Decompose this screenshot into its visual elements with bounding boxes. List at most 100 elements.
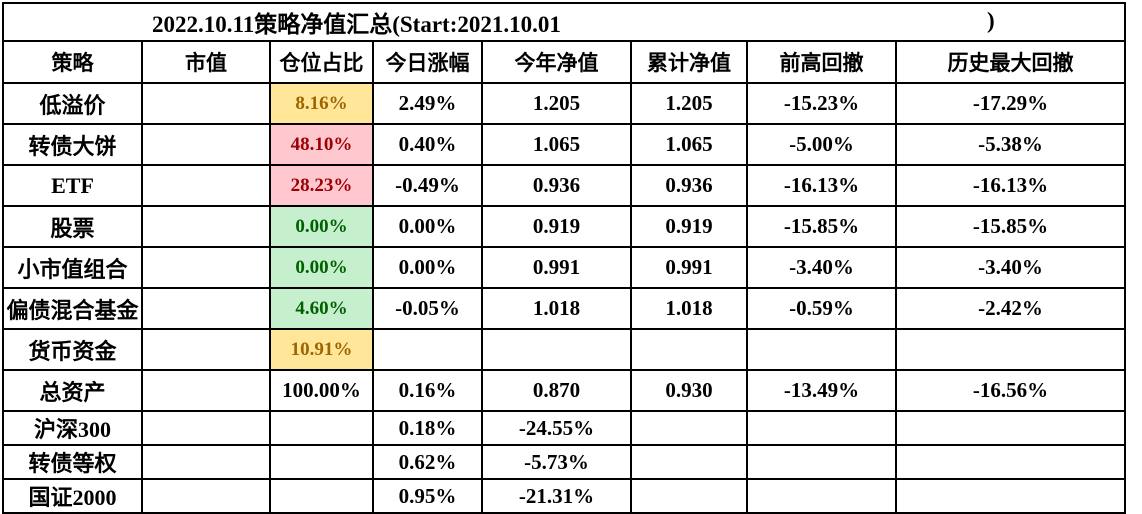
cell-max-drawdown[interactable] — [895, 410, 1126, 446]
cell-strategy[interactable]: 转债等权 — [2, 444, 143, 480]
cell-strategy[interactable]: 小市值组合 — [2, 246, 143, 289]
cell-today-change[interactable]: 0.18% — [372, 410, 483, 446]
cell-position-ratio[interactable]: 28.23% — [269, 164, 374, 207]
cell-max-drawdown[interactable]: -2.42% — [895, 287, 1126, 330]
cell-position-ratio[interactable]: 8.16% — [269, 82, 374, 125]
cell-cumulative-nav[interactable]: 1.065 — [630, 123, 748, 166]
cell-cumulative-nav[interactable]: 0.930 — [630, 369, 748, 412]
cell-drawdown-from-high[interactable]: -13.49% — [746, 369, 897, 412]
cell-max-drawdown[interactable]: -15.85% — [895, 205, 1126, 248]
cell-today-change[interactable]: -0.49% — [372, 164, 483, 207]
cell-strategy[interactable]: 沪深300 — [2, 410, 143, 446]
cell-cumulative-nav[interactable]: 1.018 — [630, 287, 748, 330]
cell-market-value[interactable] — [141, 369, 271, 412]
cell-max-drawdown[interactable]: -3.40% — [895, 246, 1126, 289]
cell-market-value[interactable] — [141, 410, 271, 446]
cell-drawdown-from-high[interactable]: -16.13% — [746, 164, 897, 207]
cell-ytd-nav[interactable]: -24.55% — [481, 410, 632, 446]
col-header-position-ratio[interactable]: 仓位占比 — [269, 40, 374, 84]
cell-position-ratio[interactable]: 10.91% — [269, 328, 374, 371]
col-header-drawdown-from-high[interactable]: 前高回撤 — [746, 40, 897, 84]
cell-ytd-nav[interactable]: -5.73% — [481, 444, 632, 480]
cell-ytd-nav[interactable]: 1.018 — [481, 287, 632, 330]
cell-cumulative-nav[interactable]: 1.205 — [630, 82, 748, 125]
cell-today-change[interactable]: 0.62% — [372, 444, 483, 480]
col-header-max-drawdown[interactable]: 历史最大回撤 — [895, 40, 1126, 84]
cell-max-drawdown[interactable] — [895, 328, 1126, 371]
table-title: 2022.10.11策略净值汇总(Start:2021.10.01 — [152, 12, 561, 37]
cell-today-change[interactable]: 0.95% — [372, 478, 483, 514]
cell-ytd-nav[interactable]: -21.31% — [481, 478, 632, 514]
cell-strategy[interactable]: 货币资金 — [2, 328, 143, 371]
cell-market-value[interactable] — [141, 287, 271, 330]
cell-ytd-nav[interactable]: 1.205 — [481, 82, 632, 125]
cell-position-ratio[interactable]: 48.10% — [269, 123, 374, 166]
cell-market-value[interactable] — [141, 478, 271, 514]
col-header-today-change[interactable]: 今日涨幅 — [372, 40, 483, 84]
cell-cumulative-nav[interactable]: 0.936 — [630, 164, 748, 207]
cell-market-value[interactable] — [141, 82, 271, 125]
cell-max-drawdown[interactable]: -17.29% — [895, 82, 1126, 125]
cell-position-ratio[interactable] — [269, 444, 374, 480]
cell-ytd-nav[interactable]: 1.065 — [481, 123, 632, 166]
cell-strategy[interactable]: 股票 — [2, 205, 143, 248]
cell-strategy[interactable]: 国证2000 — [2, 478, 143, 514]
cell-position-ratio[interactable]: 0.00% — [269, 246, 374, 289]
cell-position-ratio[interactable]: 100.00% — [269, 369, 374, 412]
cell-strategy[interactable]: ETF — [2, 164, 143, 207]
cell-strategy[interactable]: 偏债混合基金 — [2, 287, 143, 330]
cell-market-value[interactable] — [141, 328, 271, 371]
cell-market-value[interactable] — [141, 444, 271, 480]
cell-position-ratio[interactable] — [269, 478, 374, 514]
cell-ytd-nav[interactable]: 0.870 — [481, 369, 632, 412]
col-header-market-value[interactable]: 市值 — [141, 40, 271, 84]
cell-drawdown-from-high[interactable]: -15.23% — [746, 82, 897, 125]
table-title-cell[interactable]: 2022.10.11策略净值汇总(Start:2021.10.01 ) — [2, 2, 1126, 42]
cell-ytd-nav[interactable]: 0.936 — [481, 164, 632, 207]
cell-strategy[interactable]: 总资产 — [2, 369, 143, 412]
cell-max-drawdown[interactable]: -16.56% — [895, 369, 1126, 412]
cell-today-change[interactable]: -0.05% — [372, 287, 483, 330]
cell-market-value[interactable] — [141, 123, 271, 166]
cell-market-value[interactable] — [141, 205, 271, 248]
cell-today-change[interactable]: 0.00% — [372, 205, 483, 248]
cell-ytd-nav[interactable]: 0.991 — [481, 246, 632, 289]
cell-position-ratio[interactable]: 0.00% — [269, 205, 374, 248]
cell-today-change[interactable]: 0.40% — [372, 123, 483, 166]
cell-cumulative-nav[interactable]: 0.991 — [630, 246, 748, 289]
cell-ytd-nav[interactable]: 0.919 — [481, 205, 632, 248]
cell-drawdown-from-high[interactable] — [746, 444, 897, 480]
col-header-strategy[interactable]: 策略 — [2, 40, 143, 84]
cell-strategy[interactable]: 低溢价 — [2, 82, 143, 125]
cell-market-value[interactable] — [141, 246, 271, 289]
cell-today-change[interactable]: 2.49% — [372, 82, 483, 125]
cell-cumulative-nav[interactable] — [630, 328, 748, 371]
cell-max-drawdown[interactable]: -5.38% — [895, 123, 1126, 166]
cell-max-drawdown[interactable] — [895, 478, 1126, 514]
cell-cumulative-nav[interactable]: 0.919 — [630, 205, 748, 248]
cell-drawdown-from-high[interactable]: -0.59% — [746, 287, 897, 330]
cell-strategy[interactable]: 转债大饼 — [2, 123, 143, 166]
cell-today-change[interactable]: 0.00% — [372, 246, 483, 289]
cell-drawdown-from-high[interactable]: -15.85% — [746, 205, 897, 248]
cell-cumulative-nav[interactable] — [630, 444, 748, 480]
cell-max-drawdown[interactable] — [895, 444, 1126, 480]
cell-drawdown-from-high[interactable] — [746, 478, 897, 514]
cell-cumulative-nav[interactable] — [630, 478, 748, 514]
cell-ytd-nav[interactable] — [481, 328, 632, 371]
cell-today-change[interactable] — [372, 328, 483, 371]
cell-cumulative-nav[interactable] — [630, 410, 748, 446]
cell-today-change[interactable]: 0.16% — [372, 369, 483, 412]
col-header-ytd-nav[interactable]: 今年净值 — [481, 40, 632, 84]
cell-drawdown-from-high[interactable]: -3.40% — [746, 246, 897, 289]
cell-drawdown-from-high[interactable] — [746, 328, 897, 371]
cell-position-ratio[interactable] — [269, 410, 374, 446]
col-header-cumulative-nav[interactable]: 累计净值 — [630, 40, 748, 84]
cell-drawdown-from-high[interactable]: -5.00% — [746, 123, 897, 166]
cell-max-drawdown[interactable]: -16.13% — [895, 164, 1126, 207]
table-row: 货币资金 10.91% — [2, 328, 1126, 371]
cell-position-ratio[interactable]: 4.60% — [269, 287, 374, 330]
cell-market-value[interactable] — [141, 164, 271, 207]
cell-drawdown-from-high[interactable] — [746, 410, 897, 446]
